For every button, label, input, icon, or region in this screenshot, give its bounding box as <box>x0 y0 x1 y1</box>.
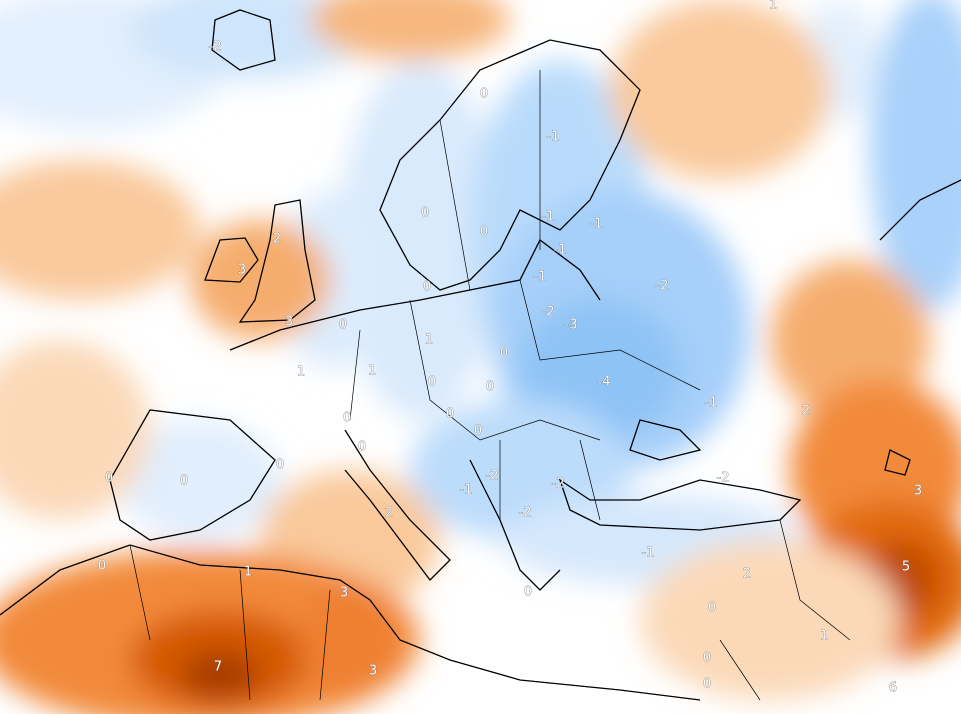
contour-label: -2 <box>552 477 565 492</box>
contour-label: 0 <box>480 225 488 240</box>
contour-label: 0 <box>180 474 188 489</box>
contour-label: 2 <box>743 567 751 582</box>
contour-label: -1 <box>460 483 473 498</box>
contour-label: 0 <box>500 346 508 361</box>
contour-label: 0 <box>708 601 716 616</box>
contour-label: -1 <box>705 396 718 411</box>
contour-label: -2 <box>486 469 499 484</box>
contour-label: -2 <box>519 506 532 521</box>
contour-label: 1 <box>297 365 305 380</box>
contour-label: 0 <box>276 458 284 473</box>
contour-label: -1 <box>554 243 567 258</box>
contour-label: 2 <box>802 404 810 419</box>
contour-label: 3 <box>369 664 377 679</box>
contour-label: -2 <box>209 40 222 55</box>
contour-label: 0 <box>105 471 113 486</box>
contour-label: -2 <box>717 471 730 486</box>
contour-label: 0 <box>703 651 711 666</box>
contour-label: 0 <box>474 424 482 439</box>
contour-label: 3 <box>285 315 293 330</box>
contour-label: 0 <box>486 380 494 395</box>
contour-label: 0 <box>480 87 488 102</box>
contour-label: -1 <box>642 546 655 561</box>
contour-label: -1 <box>542 210 555 225</box>
contour-label: 0 <box>98 559 106 574</box>
contour-label: 0 <box>446 407 454 422</box>
contour-label: 0 <box>358 440 366 455</box>
coastlines <box>0 9 961 701</box>
contour-label: 0 <box>524 585 532 600</box>
contour-label: 1 <box>244 565 252 580</box>
contour-label: -1 <box>534 270 547 285</box>
contour-label: 3 <box>340 586 348 601</box>
contour-label: 7 <box>214 660 222 675</box>
contour-label: -2 <box>542 305 555 320</box>
contour-label: 0 <box>423 280 431 295</box>
contour-label: -1 <box>590 217 603 232</box>
contour-label: 2 <box>385 506 393 521</box>
contour-label: 6 <box>889 681 897 696</box>
contour-label: 0 <box>343 411 351 426</box>
contour-label: 1 <box>769 0 777 13</box>
contour-label: 1 <box>368 364 376 379</box>
contour-label: 1 <box>425 333 433 348</box>
contour-label: 0 <box>339 318 347 333</box>
contour-label: 3 <box>238 263 246 278</box>
contour-label: 3 <box>914 484 922 499</box>
contour-label: -2 <box>656 279 669 294</box>
contour-label: 1 <box>820 629 828 644</box>
contour-label: 0 <box>703 677 711 692</box>
contour-label: 2 <box>273 232 281 247</box>
contour-label: 0 <box>428 375 436 390</box>
borders <box>129 70 851 701</box>
contour-label: -3 <box>565 318 578 333</box>
contour-label: 0 <box>421 206 429 221</box>
contour-label: -4 <box>598 375 611 390</box>
contour-label: 5 <box>902 560 910 575</box>
contour-label: -1 <box>547 130 560 145</box>
